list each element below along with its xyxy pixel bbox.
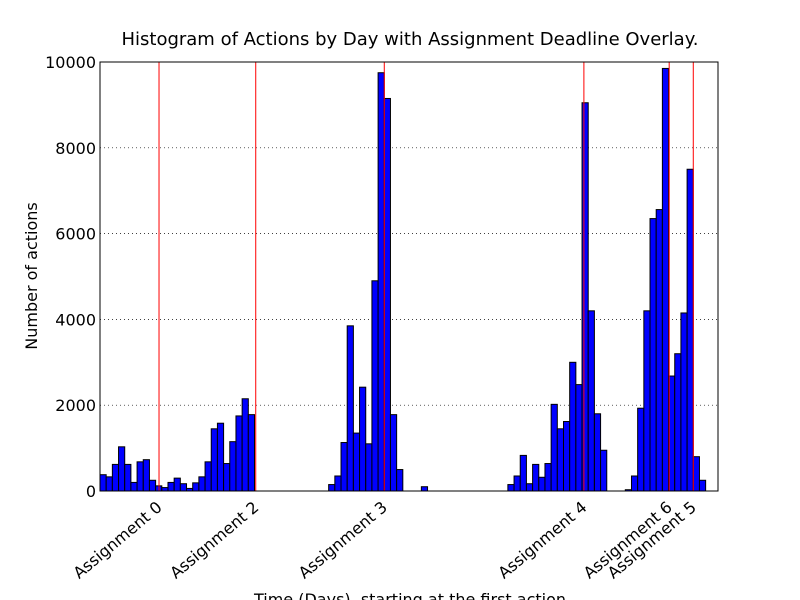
y-tick-label: 0: [86, 482, 96, 501]
y-tick-label: 10000: [45, 53, 96, 72]
bar: [587, 310, 595, 492]
bar: [328, 484, 336, 492]
bar: [247, 414, 256, 492]
bar: [655, 209, 663, 492]
bar: [142, 459, 150, 492]
bar: [216, 422, 225, 492]
x-tick-label: Assignment 4: [494, 498, 590, 583]
bar: [383, 97, 391, 492]
bar: [519, 454, 527, 492]
bar: [365, 443, 373, 492]
chart-title: Histogram of Actions by Day with Assignm…: [121, 29, 698, 50]
bar: [556, 428, 565, 492]
bar: [538, 476, 546, 492]
bar: [680, 312, 688, 492]
bar: [674, 353, 682, 492]
bar: [148, 479, 157, 492]
plot-frame: [99, 61, 719, 492]
bar: [420, 486, 429, 492]
bar: [111, 463, 120, 492]
bar: [235, 415, 243, 492]
y-tick-label: 4000: [55, 310, 96, 329]
bar: [686, 168, 694, 492]
bar: [192, 482, 200, 492]
bar: [352, 432, 361, 492]
y-tick-label: 6000: [55, 225, 96, 244]
bar: [198, 476, 206, 492]
bar: [630, 475, 639, 492]
bar: [563, 421, 571, 492]
bar: [544, 463, 552, 492]
x-tick-label: Assignment 2: [166, 498, 262, 583]
bar: [525, 483, 534, 492]
bar: [389, 414, 398, 492]
x-tick-label: Assignment 0: [70, 498, 166, 583]
bar: [173, 477, 181, 492]
x-axis-label: Time (Days), starting at the first actio…: [253, 590, 566, 600]
bar: [161, 487, 169, 492]
bar: [346, 325, 354, 492]
bar: [130, 481, 138, 492]
bar: [223, 463, 231, 492]
bar: [692, 456, 700, 492]
bar: [575, 384, 583, 492]
y-tick-label: 8000: [55, 139, 96, 158]
bar: [340, 442, 348, 492]
bar: [569, 361, 577, 492]
bar: [649, 218, 657, 492]
y-axis-label: Number of actions: [22, 202, 41, 349]
x-tick-label: Assignment 3: [295, 498, 391, 583]
bar: [637, 407, 645, 492]
bar: [105, 476, 113, 492]
bar: [371, 280, 379, 492]
bar: [359, 386, 367, 492]
bar: [204, 461, 212, 492]
bar: [99, 474, 107, 492]
bar: [532, 463, 540, 492]
bar: [593, 413, 602, 492]
bar: [241, 398, 249, 492]
bar: [179, 483, 188, 492]
bar: [136, 461, 144, 492]
bar: [396, 469, 404, 492]
bar: [513, 475, 521, 492]
bar: [167, 481, 175, 492]
bar: [507, 484, 515, 492]
bar: [581, 102, 589, 492]
bar: [550, 403, 558, 492]
bar: [124, 463, 132, 492]
y-tick-label: 2000: [55, 396, 96, 415]
bar: [334, 475, 342, 492]
bar: [643, 310, 651, 492]
bar: [661, 67, 670, 492]
bar: [210, 428, 218, 492]
bar: [118, 446, 126, 492]
bar: [698, 479, 707, 492]
bar: [600, 449, 608, 492]
bar: [229, 441, 237, 492]
bar: [377, 72, 385, 492]
